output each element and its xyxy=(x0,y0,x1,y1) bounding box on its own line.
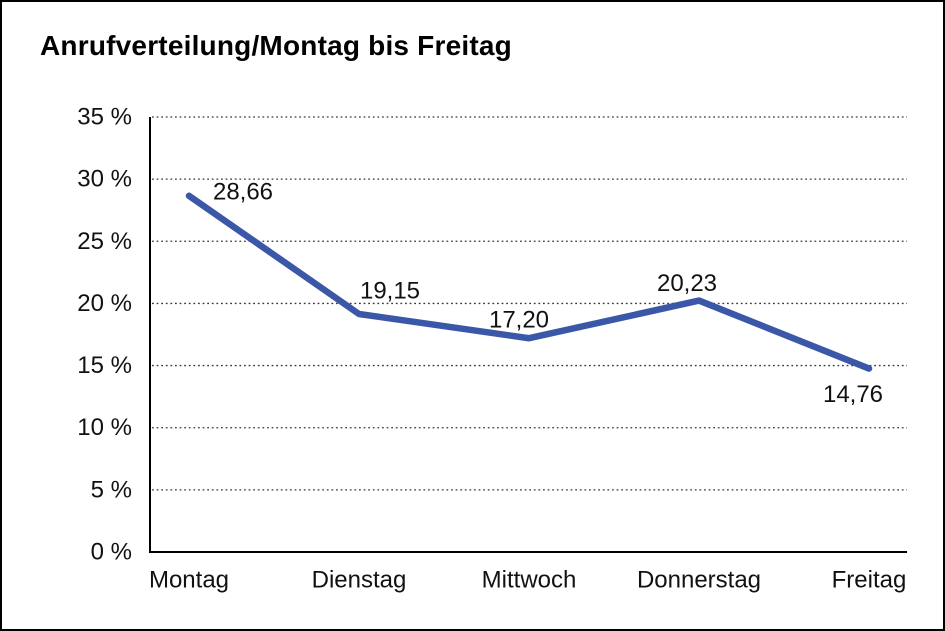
x-axis-label: Donnerstag xyxy=(637,567,761,594)
x-axis-label: Mittwoch xyxy=(482,567,577,594)
value-label: 28,66 xyxy=(213,178,273,205)
x-axis-label: Dienstag xyxy=(312,567,407,594)
value-label: 17,20 xyxy=(489,307,549,334)
y-axis-tick-label: 15 % xyxy=(77,352,132,379)
y-axis-tick-label: 0 % xyxy=(91,539,132,566)
x-axis-label: Freitag xyxy=(832,567,907,594)
value-label: 20,23 xyxy=(657,270,717,297)
data-line xyxy=(185,192,873,372)
y-axis-tick-label: 35 % xyxy=(77,104,132,131)
chart-title: Anrufverteilung/Montag bis Freitag xyxy=(40,30,512,61)
x-axis-label: Montag xyxy=(149,567,229,594)
y-axis-tick-label: 30 % xyxy=(77,166,132,193)
y-axis-tick-label: 5 % xyxy=(91,476,132,503)
value-label: 14,76 xyxy=(823,381,883,408)
y-axis-tick-label: 20 % xyxy=(77,290,132,317)
y-axis-tick-label: 10 % xyxy=(77,414,132,441)
y-axis-tick-label: 25 % xyxy=(77,228,132,255)
value-label: 19,15 xyxy=(360,277,420,304)
